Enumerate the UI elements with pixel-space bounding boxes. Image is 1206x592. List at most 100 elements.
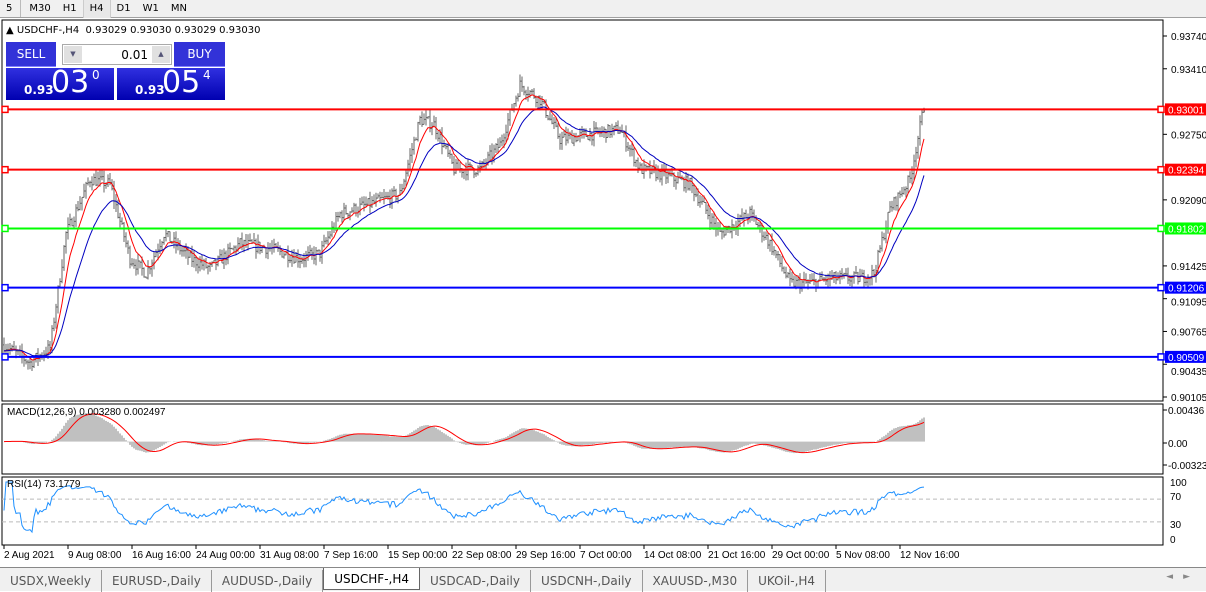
- price-label-badge: [1165, 222, 1206, 235]
- sell-price-prefix: 0.93: [24, 83, 54, 97]
- time-tick-label: 9 Aug 08:00: [68, 550, 122, 561]
- timeframe-h4[interactable]: H4: [82, 0, 111, 18]
- time-tick-label: 7 Oct 00:00: [580, 550, 632, 561]
- chart-tab[interactable]: USDCAD-,Daily: [420, 570, 531, 592]
- rsi-tick-label: 30: [1170, 520, 1182, 531]
- timeframe-w1[interactable]: W1: [142, 3, 159, 14]
- line-handle[interactable]: [1, 105, 9, 114]
- price-tick-label: 0.90765: [1171, 327, 1206, 338]
- line-handle[interactable]: [1, 224, 9, 233]
- time-tick-label: 16 Aug 16:00: [132, 550, 191, 561]
- macd-signal-line: [3, 413, 925, 454]
- chart-tab[interactable]: EURUSD-,Daily: [102, 570, 212, 592]
- chart-tab[interactable]: USDCHF-,H4: [323, 568, 420, 590]
- timeframe-5[interactable]: 5: [6, 3, 13, 14]
- rsi-panel: [1, 476, 1164, 546]
- line-handle[interactable]: [1157, 105, 1165, 114]
- price-label: 0.93001: [1168, 105, 1205, 116]
- slow-moving-average-line: [3, 106, 925, 357]
- scroll-left-icon[interactable]: ◄: [1166, 572, 1184, 582]
- time-tick-label: 22 Sep 08:00: [452, 550, 512, 561]
- macd-label: MACD(12,26,9) 0.003280 0.002497: [7, 407, 166, 418]
- sell-price-pips: 03: [51, 65, 90, 100]
- timeframe-m30[interactable]: M30: [29, 3, 51, 14]
- symbol-label: USDCHF-,H4: [16, 25, 80, 36]
- chart-tab[interactable]: USDCNH-,Daily: [531, 570, 643, 592]
- timeframe-d1[interactable]: D1: [116, 3, 131, 14]
- macd-tick-label: 0.00436: [1168, 406, 1205, 417]
- sell-price[interactable]: 0.93 03 0: [6, 65, 114, 100]
- buy-price-prefix: 0.93: [135, 83, 165, 97]
- price-tick-label: 0.93740: [1171, 32, 1206, 43]
- one-click-trading-panel: SELL ▼ ▲ BUY 0.93 03 0 0.93 05 4: [6, 42, 225, 100]
- price-tick-label: 0.90105: [1171, 393, 1206, 404]
- rsi-line: [3, 481, 925, 534]
- buy-price-fraction: 4: [203, 68, 211, 82]
- macd-tick-label: 0.00: [1168, 439, 1188, 450]
- time-tick-label: 15 Sep 00:00: [388, 550, 448, 561]
- price-label: 0.91206: [1168, 284, 1205, 295]
- price-label: 0.91802: [1168, 224, 1205, 235]
- line-handle[interactable]: [1157, 353, 1165, 361]
- time-tick-label: 2 Aug 2021: [4, 550, 55, 561]
- price-tick-label: 0.90435: [1171, 367, 1206, 378]
- tab-scroll: ◄►: [1166, 572, 1200, 582]
- price-label-badge: [1165, 281, 1206, 294]
- rsi-tick-label: 0: [1170, 535, 1176, 546]
- time-tick-label: 21 Oct 16:00: [708, 550, 766, 561]
- ohlc-readout: 0.93029 0.93030 0.93029 0.93030: [85, 25, 261, 36]
- chart-tab[interactable]: UKOil-,H4: [748, 570, 827, 592]
- line-handle[interactable]: [1, 165, 9, 174]
- price-tick-label: 0.91095: [1171, 298, 1206, 309]
- timeframe-h1[interactable]: H1: [62, 3, 77, 14]
- time-tick-label: 14 Oct 08:00: [644, 550, 702, 561]
- chart-title: ▲ USDCHF-,H4 0.93029 0.93030 0.93029 0.9…: [6, 25, 261, 36]
- chart-tabs: USDX,Weekly EURUSD-,Daily AUDUSD-,Daily USD…: [0, 567, 1206, 592]
- lot-size-input[interactable]: [83, 46, 151, 63]
- collapse-triangle-icon[interactable]: ▲: [6, 25, 14, 36]
- chart-tab[interactable]: USDX,Weekly: [0, 570, 102, 592]
- price-label: 0.92394: [1168, 166, 1205, 177]
- timeframe-mn[interactable]: MN: [170, 3, 187, 14]
- buy-price-pips: 05: [162, 65, 201, 100]
- line-handle[interactable]: [1157, 224, 1165, 233]
- buy-button[interactable]: BUY: [174, 42, 225, 67]
- price-chart[interactable]: 0.93740 0.93410 0.92750 0.92090 0.91425 0.910…: [0, 19, 1206, 567]
- time-tick-label: 5 Nov 08:00: [836, 550, 890, 561]
- lot-size-stepper: ▼ ▲: [62, 44, 172, 65]
- price-tick-label: 0.93410: [1171, 65, 1206, 76]
- price-label: 0.90509: [1168, 353, 1205, 364]
- line-handle[interactable]: [1157, 165, 1165, 174]
- line-handle[interactable]: [1, 283, 9, 292]
- line-handle[interactable]: [1157, 283, 1165, 292]
- macd-tick-label: -0.00323: [1168, 461, 1206, 472]
- scroll-right-icon[interactable]: ►: [1183, 572, 1200, 582]
- price-tick-label: 0.91425: [1171, 262, 1206, 273]
- macd-panel: [1, 403, 1164, 475]
- fast-moving-average-line: [3, 94, 925, 361]
- timeframe-toolbar: 5 M30 H1 H4 D1 W1 MN: [0, 0, 1206, 18]
- time-tick-label: 24 Aug 00:00: [196, 550, 255, 561]
- time-tick-label: 29 Sep 16:00: [516, 550, 576, 561]
- time-tick-label: 31 Aug 08:00: [260, 550, 319, 561]
- buy-price[interactable]: 0.93 05 4: [117, 65, 225, 100]
- price-label-badge: [1165, 163, 1206, 176]
- decrease-lot-icon[interactable]: ▼: [64, 46, 82, 63]
- price-tick-label: 0.92750: [1171, 130, 1206, 141]
- line-handle[interactable]: [1, 353, 9, 361]
- sell-button[interactable]: SELL: [6, 42, 56, 67]
- time-tick-label: 12 Nov 16:00: [900, 550, 960, 561]
- chart-tab[interactable]: AUDUSD-,Daily: [212, 570, 324, 592]
- price-tick-label: 0.92090: [1171, 196, 1206, 207]
- rsi-label: RSI(14) 73.1779: [7, 479, 81, 490]
- time-tick-label: 7 Sep 16:00: [324, 550, 378, 561]
- increase-lot-icon[interactable]: ▲: [152, 46, 170, 63]
- price-label-badge: [1165, 350, 1206, 363]
- main-panel: [1, 19, 1164, 402]
- sell-price-fraction: 0: [92, 68, 100, 82]
- rsi-tick-label: 70: [1170, 492, 1182, 503]
- chart-tab[interactable]: XAUUSD-,M30: [643, 570, 749, 592]
- time-tick-label: 29 Oct 00:00: [772, 550, 830, 561]
- rsi-tick-label: 100: [1170, 478, 1187, 489]
- divider: [20, 0, 22, 17]
